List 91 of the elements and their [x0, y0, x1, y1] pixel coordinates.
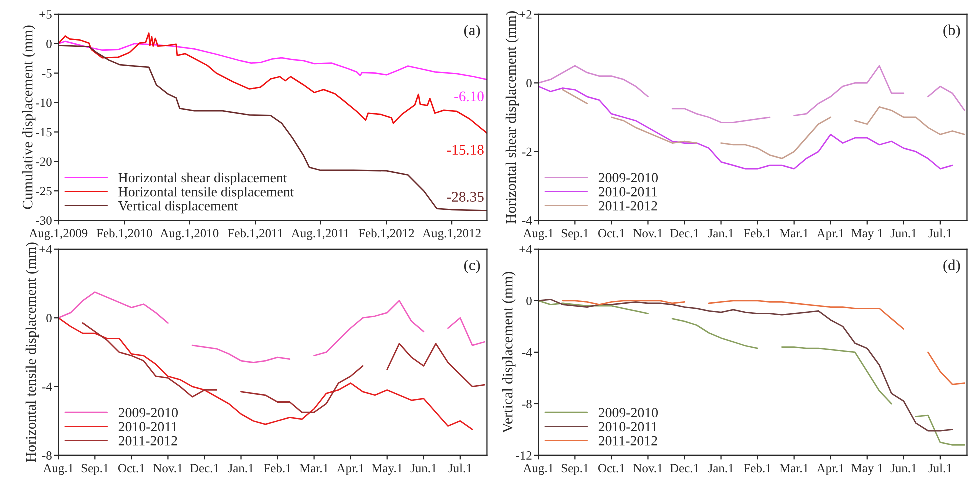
x-tick-label: Jun.1	[890, 464, 917, 473]
line-series	[538, 86, 954, 170]
annotation: -6.10	[454, 92, 484, 102]
legend-label: 2010-2011	[598, 422, 658, 432]
x-tick-label: May 1	[852, 464, 883, 476]
y-tick-label: -12	[516, 452, 532, 460]
line-series	[58, 44, 488, 212]
y-tick-label: -4	[522, 216, 532, 225]
legend-label: 2011-2012	[598, 201, 658, 211]
x-tick-label: Feb.1	[264, 464, 292, 473]
legend-label: 2009-2010	[598, 173, 658, 183]
x-tick-label: Nov.1	[634, 229, 663, 238]
y-tick-label: -4	[42, 382, 52, 392]
x-tick-label: Nov.1	[154, 464, 182, 473]
y-tick-label: -15	[36, 128, 52, 137]
x-tick-label: Sep.1	[562, 229, 588, 240]
x-tick-label: Mar.1	[780, 229, 808, 238]
x-tick-label: Aug.1	[43, 464, 74, 476]
x-tick-label: Sep.1	[82, 464, 108, 476]
x-tick-label: Apr.1	[816, 464, 844, 476]
y-axis-title: Horizontal shear displacement (mm)	[506, 11, 520, 224]
x-tick-label: Jan.1	[228, 464, 254, 473]
x-tick-label: Jun.1	[890, 229, 917, 238]
x-tick-label: Aug.1,2012	[422, 229, 481, 240]
x-tick-label: Aug.1	[523, 464, 554, 476]
x-tick-label: Dec.1	[670, 229, 699, 238]
x-tick-label: Feb.1	[744, 228, 772, 238]
legend-label: Vertical displacement	[118, 201, 238, 214]
x-tick-label: Jun.1	[410, 464, 437, 473]
x-tick-label: Aug.1,2011	[292, 229, 350, 240]
y-tick-label: -4	[522, 348, 532, 357]
y-tick-label: 0	[46, 314, 52, 323]
x-tick-label: Mar.1	[780, 464, 808, 473]
x-tick-label: Apr.1	[816, 229, 844, 240]
y-tick-label: -10	[36, 98, 52, 108]
x-tick-label: Apr.1	[336, 464, 364, 476]
y-tick-label: -20	[36, 158, 52, 166]
line-series	[58, 40, 488, 81]
y-tick-label: -8	[42, 452, 52, 460]
legend-label: 2010-2011	[598, 187, 658, 197]
y-tick-label: -5	[42, 69, 52, 78]
x-tick-label: Oct.1	[598, 229, 625, 238]
y-tick-label: +2	[520, 10, 532, 19]
y-tick-label: -2	[522, 148, 532, 156]
annotation: (a)	[464, 24, 480, 39]
x-tick-label: Dec.1	[670, 464, 699, 473]
line-series	[58, 317, 474, 430]
x-tick-label: Aug.1,2010	[160, 229, 219, 240]
legend-label: 2011-2012	[118, 436, 178, 446]
annotation: -15.18	[447, 145, 484, 156]
x-tick-label: Oct.1	[118, 464, 145, 473]
annotation: (d)	[944, 260, 960, 274]
y-tick-label: +4	[40, 246, 52, 254]
x-tick-label: Jan.1	[708, 229, 734, 238]
legend-label: 2011-2012	[598, 436, 658, 446]
x-tick-label: Aug.1	[523, 229, 554, 240]
x-tick-label: Dec.1	[190, 464, 219, 473]
x-tick-label: Nov.1	[634, 464, 663, 473]
y-tick-label: 0	[526, 296, 532, 306]
x-tick-label: Feb.1	[744, 464, 772, 473]
y-tick-label: -30	[36, 216, 52, 226]
annotation: (b)	[944, 24, 960, 39]
y-axis-title: Cumulative displacement (mm)	[22, 26, 36, 210]
legend-label: Horizontal shear displacement	[118, 172, 288, 186]
y-tick-label: +4	[520, 246, 532, 254]
y-tick-label: -25	[36, 187, 52, 196]
x-tick-label: Oct.1	[598, 464, 625, 473]
x-tick-label: Aug.1,2009	[29, 229, 88, 240]
y-tick-label: 0	[46, 40, 52, 48]
x-tick-label: May.1	[372, 464, 402, 476]
x-tick-label: May 1	[852, 229, 883, 240]
legend-label: 2009-2010	[118, 408, 178, 418]
x-tick-label: Feb.1,2010	[96, 228, 152, 240]
x-tick-label: Jul.1	[928, 464, 952, 473]
legend-label: Horizontal tensile displacement	[118, 186, 294, 200]
x-tick-label: Jul.1	[928, 228, 952, 238]
y-tick-label: +5	[40, 10, 52, 19]
legend-label: 2010-2011	[118, 422, 178, 432]
y-axis-title: Vertical displacement (mm)	[502, 272, 516, 434]
x-tick-label: Feb.1,2012	[358, 228, 414, 240]
x-tick-label: Jan.1	[708, 464, 734, 473]
y-tick-label: 0	[526, 79, 532, 88]
x-tick-label: Mar.1	[300, 464, 328, 473]
y-tick-label: -8	[522, 400, 532, 408]
y-axis-title: Horizontal tensile displacement (mm)	[26, 242, 40, 462]
x-tick-label: Jul.1	[448, 464, 472, 473]
x-tick-label: Feb.1,2011	[228, 228, 283, 240]
legend-label: 2009-2010	[598, 408, 658, 418]
annotation: (c)	[464, 260, 480, 274]
annotation: -28.35	[447, 192, 484, 202]
x-tick-label: Sep.1	[562, 464, 588, 476]
